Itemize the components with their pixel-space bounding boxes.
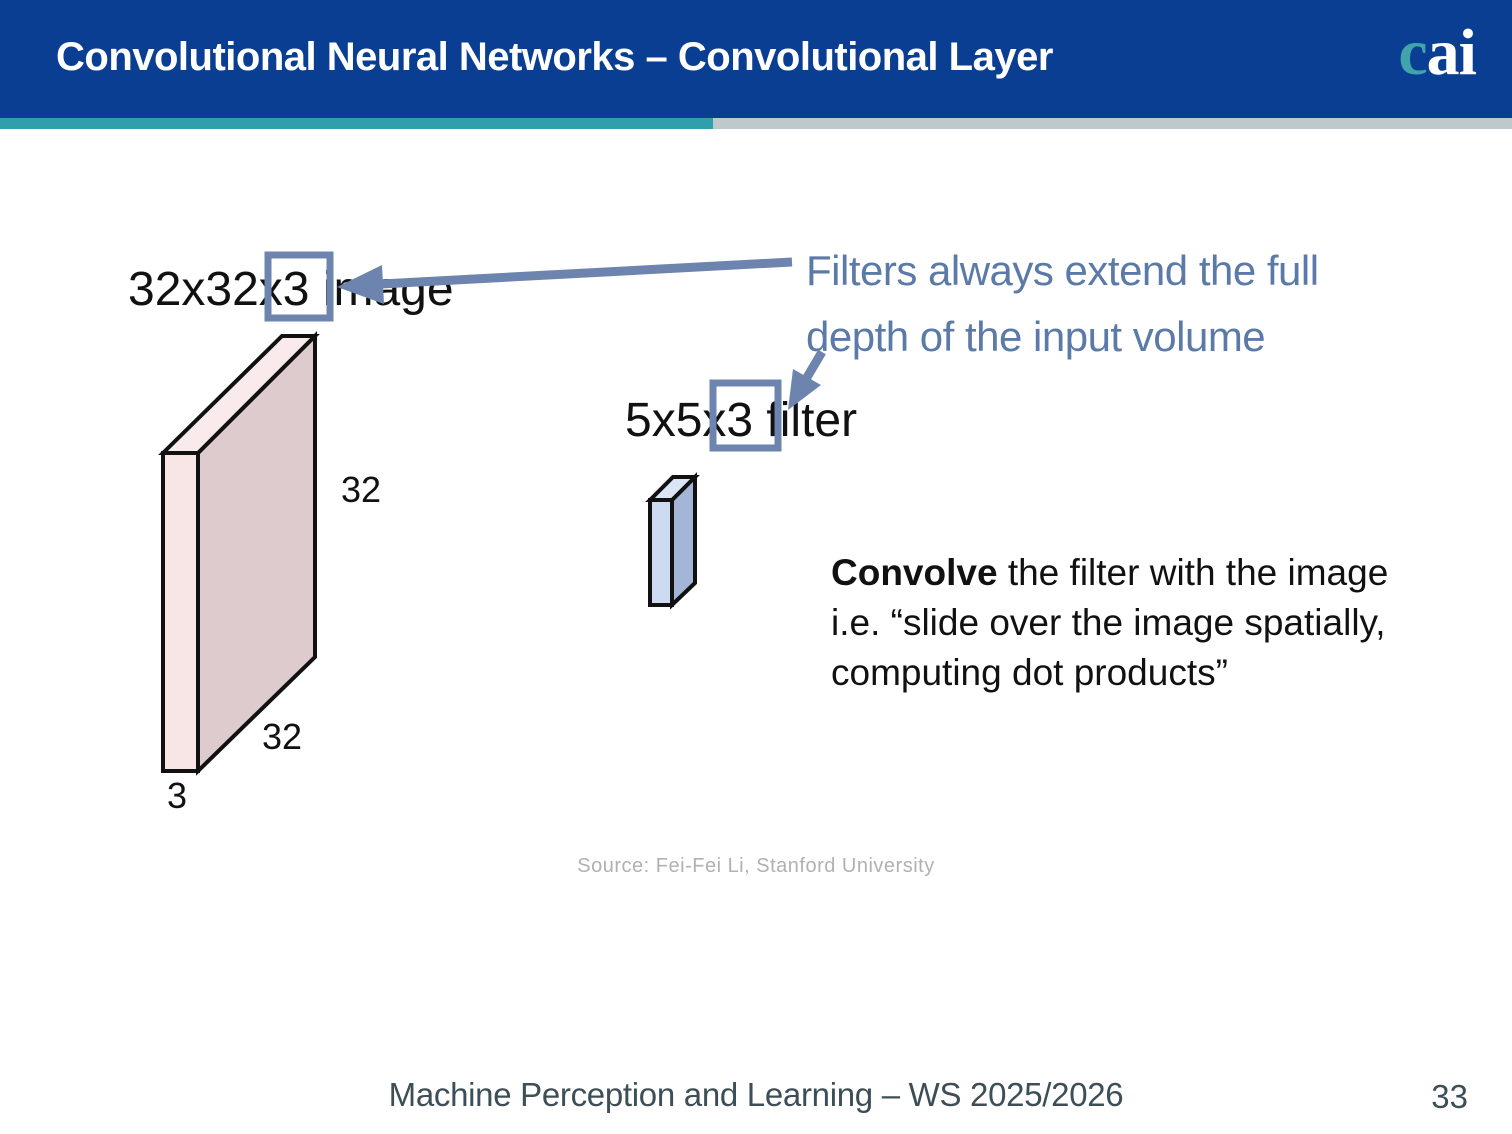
convolve-line1: Convolve the filter with the image xyxy=(831,548,1388,598)
cai-logo: cai xyxy=(1398,16,1477,90)
cai-logo-ai: ai xyxy=(1426,16,1477,89)
image-height-label: 32 xyxy=(341,469,382,510)
header-bar: Convolutional Neural Networks – Convolut… xyxy=(0,0,1512,118)
image-volume-top-face xyxy=(158,334,320,455)
slide-title: Convolutional Neural Networks – Convolut… xyxy=(56,35,1053,79)
accent-rule-teal xyxy=(0,118,713,129)
image-volume-front-face xyxy=(161,451,200,773)
convolve-line1-rest: the filter with the image xyxy=(997,552,1389,593)
convolve-bold: Convolve xyxy=(831,552,998,593)
image-depth-label: 3 xyxy=(167,775,188,816)
convolve-text: Convolve the filter with the image i.e. … xyxy=(831,548,1388,698)
filter-volume-top-face xyxy=(645,475,700,502)
image-volume-label: 32x32x3 image xyxy=(128,263,454,316)
filter-volume-side-face xyxy=(670,472,697,610)
annotation-text: Filters always extend the full depth of … xyxy=(806,238,1319,370)
image-volume-shape xyxy=(158,331,320,776)
annotation-line2: depth of the input volume xyxy=(806,313,1266,360)
image-width-label: 32 xyxy=(262,716,303,757)
page-number: 33 xyxy=(1431,1078,1468,1115)
accent-rule-gray xyxy=(713,118,1512,129)
convolve-line3: computing dot products” xyxy=(831,652,1228,693)
filter-volume-front-face xyxy=(648,498,674,607)
annotation-line1: Filters always extend the full xyxy=(806,247,1319,294)
filter-volume-label: 5x5x3 filter xyxy=(625,394,858,447)
cai-logo-c: c xyxy=(1398,16,1427,89)
filter-volume-shape xyxy=(645,472,700,610)
image-volume-side-face xyxy=(196,331,317,776)
source-attribution: Source: Fei-Fei Li, Stanford University xyxy=(577,855,935,877)
convolve-line2: i.e. “slide over the image spatially, xyxy=(831,602,1386,643)
footer-course-title: Machine Perception and Learning – WS 202… xyxy=(388,1076,1124,1113)
